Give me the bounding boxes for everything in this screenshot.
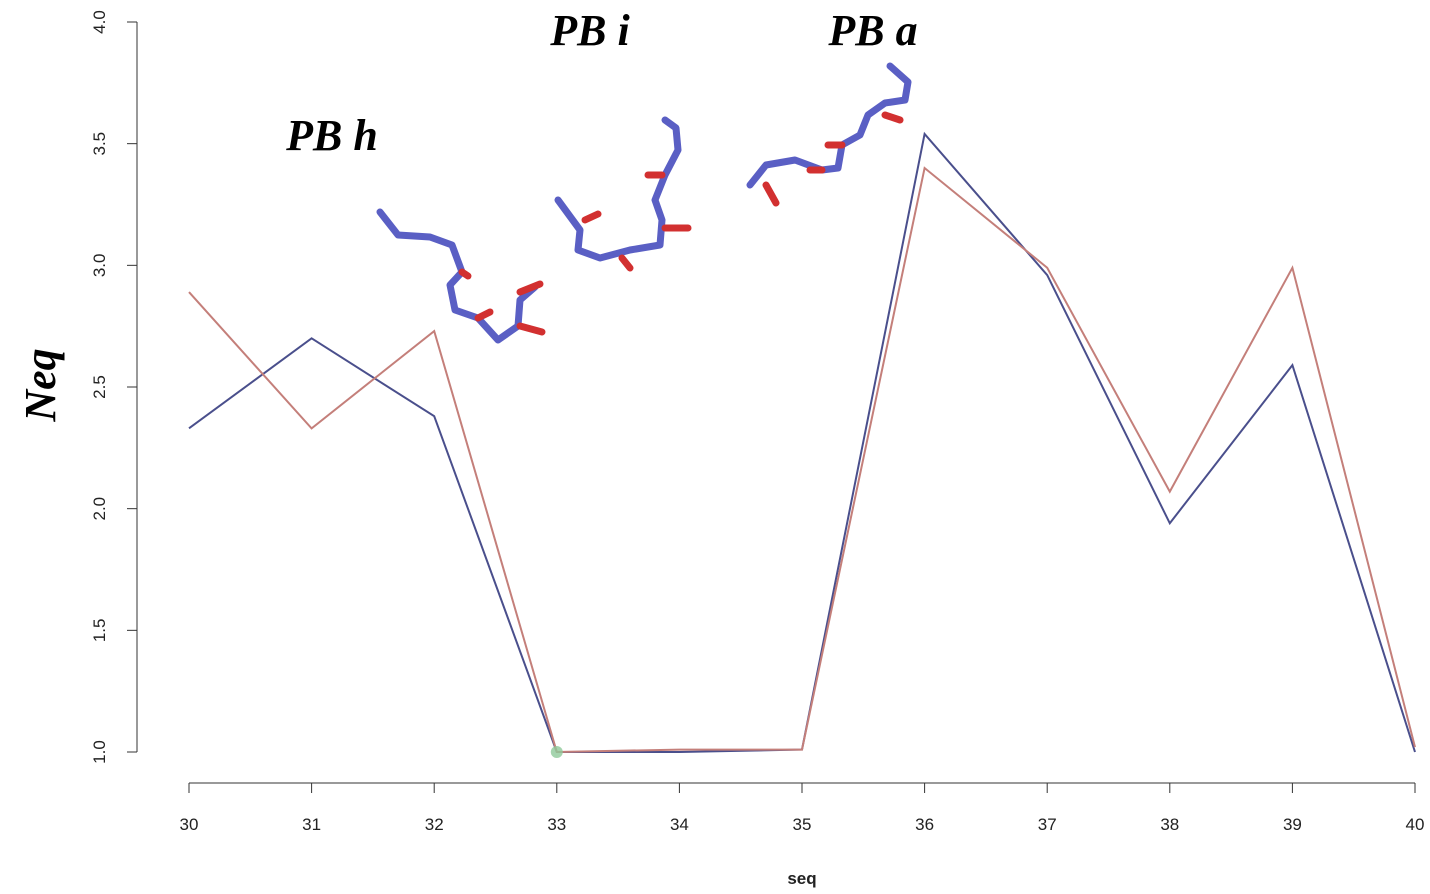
x-tick-label: 34 xyxy=(670,815,689,834)
y-tick-label: 1.0 xyxy=(90,740,109,764)
x-tick-label: 37 xyxy=(1038,815,1057,834)
y-tick-label: 1.5 xyxy=(90,619,109,643)
x-tick-label: 33 xyxy=(547,815,566,834)
x-tick-label: 31 xyxy=(302,815,321,834)
series-line xyxy=(188,131,1416,753)
x-tick-label: 36 xyxy=(915,815,934,834)
x-axis-label: seq xyxy=(787,869,816,888)
y-axis-label: Neq xyxy=(16,348,65,422)
annotation: PB h xyxy=(285,111,378,160)
series-line xyxy=(188,166,1416,754)
annotation: PB i xyxy=(549,6,630,55)
y-tick-label: 2.5 xyxy=(90,375,109,399)
x-tick-label: 38 xyxy=(1160,815,1179,834)
y-tick-label: 3.0 xyxy=(90,254,109,278)
x-tick-label: 32 xyxy=(425,815,444,834)
y-tick-label: 4.0 xyxy=(90,10,109,34)
annotation: PB a xyxy=(827,6,917,55)
x-tick-label: 35 xyxy=(793,815,812,834)
x-tick-label: 40 xyxy=(1406,815,1425,834)
y-tick-label: 3.5 xyxy=(90,132,109,156)
highlight-point xyxy=(550,746,563,758)
y-tick-label: 2.0 xyxy=(90,497,109,521)
x-tick-label: 30 xyxy=(180,815,199,834)
molecule-images xyxy=(376,62,912,344)
x-tick-label: 39 xyxy=(1283,815,1302,834)
